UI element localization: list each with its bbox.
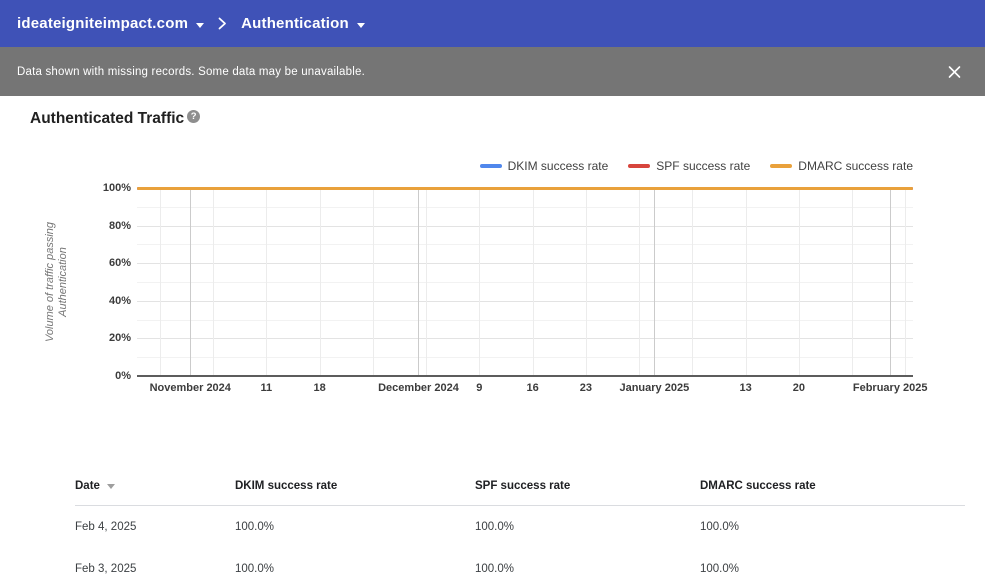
x-axis-tick-label: 9 bbox=[476, 382, 483, 394]
gridline-h-minor bbox=[137, 244, 913, 246]
top-nav: ideateigniteimpact.com Authentication bbox=[0, 0, 985, 47]
help-icon[interactable]: ? bbox=[187, 110, 201, 123]
gridline-v-week bbox=[213, 188, 215, 376]
y-axis-tick-label: 100% bbox=[102, 182, 131, 194]
gridline-v-week bbox=[745, 188, 747, 376]
gridline-v-week bbox=[319, 188, 321, 376]
section-dropdown[interactable]: Authentication bbox=[241, 15, 365, 32]
y-axis-tick-label: 20% bbox=[108, 332, 131, 345]
gridline-v-week bbox=[426, 188, 428, 376]
legend-item-dmarc: DMARC success rate bbox=[770, 159, 913, 173]
cell-value: 100.0% bbox=[235, 563, 275, 575]
legend-item-dkim: DKIM success rate bbox=[479, 159, 609, 173]
gridline-h-major bbox=[137, 338, 913, 340]
gridline-v-week bbox=[266, 188, 268, 376]
gridline-v-week bbox=[852, 188, 854, 376]
breadcrumb-chevron-icon bbox=[218, 17, 227, 30]
page-title: Authenticated Traffic bbox=[30, 110, 185, 127]
series-line-dmarc bbox=[137, 187, 913, 190]
close-icon[interactable] bbox=[948, 65, 961, 78]
chart-title-row: Authenticated Traffic ? bbox=[30, 110, 201, 128]
gridline-h-major bbox=[137, 225, 913, 227]
x-axis-tick-label: January 2025 bbox=[619, 382, 690, 394]
column-header-label: Date bbox=[75, 479, 100, 492]
y-axis-title: Volume of traffic passing Authentication bbox=[44, 222, 70, 342]
cell-date: Feb 3, 2025 bbox=[75, 563, 137, 575]
x-axis-tick-label: 20 bbox=[792, 382, 805, 394]
x-axis-tick-label: February 2025 bbox=[852, 382, 928, 394]
gridline-h-minor bbox=[137, 282, 913, 283]
gridline-h-minor bbox=[137, 357, 913, 359]
legend-label: DMARC success rate bbox=[798, 159, 913, 173]
gridline-v-week bbox=[905, 188, 907, 376]
gridline-v-week bbox=[372, 188, 374, 376]
legend-swatch-icon bbox=[628, 164, 651, 168]
gridline-v-month bbox=[418, 188, 420, 376]
domain-dropdown-label: ideateigniteimpact.com bbox=[17, 15, 189, 32]
gridline-h-minor bbox=[137, 206, 913, 208]
x-axis-tick-label: 18 bbox=[313, 382, 326, 394]
gridline-v-month bbox=[890, 188, 892, 376]
legend-item-spf: SPF success rate bbox=[628, 159, 750, 173]
x-axis-tick-label: December 2024 bbox=[378, 382, 459, 394]
gridline-v-week bbox=[798, 188, 800, 376]
gridline-h-major bbox=[137, 300, 913, 302]
table-row: Feb 4, 2025 100.0% 100.0% 100.0% bbox=[75, 506, 965, 548]
table-row: Feb 3, 2025 100.0% 100.0% 100.0% bbox=[75, 548, 965, 580]
gridline-v-month bbox=[654, 188, 656, 376]
x-axis-tick-label: 16 bbox=[526, 382, 539, 394]
domain-dropdown[interactable]: ideateigniteimpact.com bbox=[17, 15, 205, 32]
table-body: Feb 4, 2025 100.0% 100.0% 100.0% Feb 3, 2025… bbox=[75, 506, 965, 580]
legend-label: SPF success rate bbox=[656, 159, 751, 173]
column-header: SPF success rate bbox=[475, 479, 571, 492]
chart-legend: DKIM success rate SPF success rate DMARC s… bbox=[479, 159, 913, 173]
cell-value: 100.0% bbox=[235, 521, 275, 533]
gridline-h-major bbox=[137, 263, 913, 265]
column-header: DMARC success rate bbox=[700, 479, 816, 492]
gridline-h-minor bbox=[137, 319, 913, 321]
gridline-v-week bbox=[479, 188, 481, 376]
table-header-row: Date DKIM success rate SPF success rate DMA… bbox=[75, 466, 965, 506]
cell-value: 100.0% bbox=[700, 563, 740, 575]
x-axis-tick-label: 11 bbox=[260, 382, 273, 394]
y-axis-title-line2: Authentication bbox=[57, 247, 69, 317]
cell-value: 100.0% bbox=[475, 521, 515, 533]
x-axis-tick-label: 23 bbox=[579, 382, 592, 394]
y-axis-tick-label: 0% bbox=[115, 370, 131, 382]
cell-value: 100.0% bbox=[700, 521, 740, 533]
x-axis-line bbox=[137, 375, 913, 377]
legend-label: DKIM success rate bbox=[507, 159, 609, 173]
gridline-v-month bbox=[190, 188, 192, 376]
authentication-table: Date DKIM success rate SPF success rate DMA… bbox=[75, 466, 965, 580]
y-axis-tick-label: 40% bbox=[108, 294, 131, 307]
chevron-down-icon bbox=[196, 22, 205, 28]
section-dropdown-label: Authentication bbox=[241, 15, 349, 32]
gridline-v-week bbox=[159, 188, 161, 376]
cell-date: Feb 4, 2025 bbox=[75, 521, 137, 533]
cell-value: 100.0% bbox=[475, 563, 515, 575]
warning-banner-message: Data shown with missing records. Some da… bbox=[17, 65, 365, 78]
column-header: DKIM success rate bbox=[235, 479, 338, 492]
y-axis-title-line1: Volume of traffic passing bbox=[44, 221, 56, 343]
gridline-v-week bbox=[692, 188, 694, 376]
x-axis-tick-label: November 2024 bbox=[149, 382, 231, 394]
chevron-down-icon bbox=[356, 22, 365, 28]
legend-swatch-icon bbox=[479, 164, 502, 168]
warning-banner: Data shown with missing records. Some da… bbox=[0, 47, 985, 96]
x-axis-tick-label: 13 bbox=[739, 382, 752, 394]
y-axis-tick-label: 60% bbox=[108, 257, 131, 270]
column-header-date[interactable]: Date bbox=[75, 480, 235, 492]
y-axis-tick-label: 80% bbox=[108, 219, 131, 232]
legend-swatch-icon bbox=[770, 164, 793, 168]
gridline-v-week bbox=[532, 188, 534, 376]
gridline-v-week bbox=[639, 188, 641, 376]
sort-desc-icon bbox=[106, 483, 115, 489]
gridline-v-week bbox=[585, 188, 587, 376]
chart-plot-area[interactable] bbox=[137, 188, 913, 376]
